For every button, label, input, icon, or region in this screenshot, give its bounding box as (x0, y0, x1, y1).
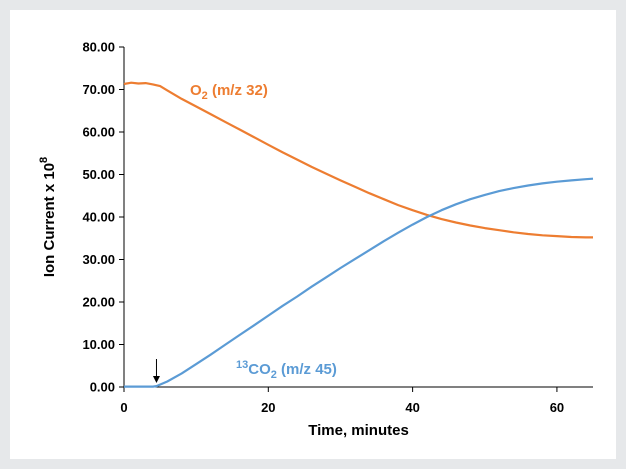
o2-label-subscript: 2 (202, 90, 208, 102)
arrow-head (152, 376, 160, 383)
ticks: 0.00 10.00 20.00 30.00 40.00 50.00 60.00 70.00 8… (82, 40, 564, 416)
series-label-13co2: 13CO2 (m/z 45) (236, 359, 337, 381)
y-tick-label: 0.00 (90, 380, 115, 395)
y-tick-label: 40.00 (82, 210, 115, 225)
y-tick-label: 70.00 (82, 82, 115, 97)
series-label-o2: O2 (m/z 32) (190, 82, 268, 102)
co2-label-superscript: 13 (236, 359, 248, 371)
co2-label-subscript: 2 (271, 369, 277, 381)
y-axis-title-exponent: 8 (38, 157, 50, 163)
co2-label-main: CO (248, 361, 271, 378)
x-tick-label: 60 (550, 400, 564, 415)
chart-frame: 0.00 10.00 20.00 30.00 40.00 50.00 60.00 70.00 8… (10, 10, 616, 459)
y-tick-label: 10.00 (82, 337, 115, 352)
y-tick-label: 50.00 (82, 167, 115, 182)
y-tick-label: 20.00 (82, 295, 115, 310)
line-chart: 0.00 10.00 20.00 30.00 40.00 50.00 60.00 70.00 8… (38, 40, 594, 439)
y-axis-title-base: Ion Current x 10 (41, 163, 58, 277)
start-arrow-annotation (152, 359, 160, 383)
x-tick-label: 40 (405, 400, 419, 415)
series-line-o2 (123, 81, 593, 239)
o2-label-rest: (m/z 32) (208, 82, 268, 99)
x-tick-label: 20 (261, 400, 275, 415)
x-axis-title: Time, minutes (308, 422, 409, 439)
series-line-13co2 (124, 177, 594, 388)
y-axis-title: Ion Current x 108 (38, 157, 58, 277)
series-lines (123, 81, 594, 388)
y-tick-label: 30.00 (82, 252, 115, 267)
co2-label-rest: (m/z 45) (277, 361, 337, 378)
y-tick-label: 60.00 (82, 125, 115, 140)
x-tick-label: 0 (120, 400, 127, 415)
o2-label-main: O (190, 82, 202, 99)
y-tick-label: 80.00 (82, 40, 115, 55)
